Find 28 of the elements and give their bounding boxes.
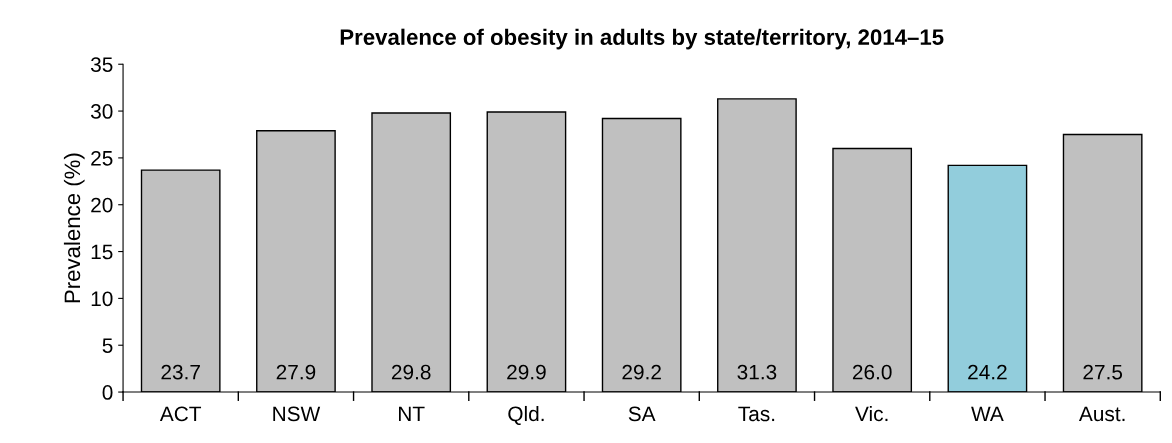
y-tick-label: 0: [102, 385, 113, 400]
x-tick-label: NSW: [273, 406, 321, 422]
data-label: 27.5: [1083, 364, 1123, 380]
x-tick-label: WA: [971, 406, 1004, 422]
data-label: 23.7: [161, 364, 200, 380]
y-tick-label: 20: [91, 197, 113, 213]
y-tick-label: 15: [91, 244, 113, 260]
data-label: 24.2: [968, 364, 1007, 380]
x-tick-label: Qld.: [508, 405, 544, 425]
data-label: 29.8: [391, 364, 431, 380]
x-tick-label: ACT: [159, 406, 202, 422]
x-tick-label: NT: [399, 406, 425, 422]
y-axis-title: Prevalence (%): [63, 153, 85, 303]
data-label: 26.0: [852, 364, 892, 380]
x-tick-label: Tas.: [738, 406, 775, 422]
y-tick-label: 10: [91, 291, 113, 307]
x-tick-label: Aust.: [1078, 406, 1125, 422]
y-tick-label: 35: [90, 57, 113, 72]
y-tick-label: 25: [91, 150, 113, 166]
chart-title: Prevalence of obesity in adults by state/territory, 2014–15: [340, 28, 944, 50]
x-tick-label: SA: [628, 406, 656, 422]
data-label: 27.9: [276, 364, 316, 380]
data-label: 29.2: [622, 364, 661, 380]
data-label: 29.9: [507, 364, 546, 380]
y-tick-label: 30: [90, 104, 113, 119]
y-tick-label: 5: [102, 338, 113, 353]
data-label: 31.3: [737, 364, 777, 380]
x-tick-label: Vic.: [855, 405, 888, 422]
